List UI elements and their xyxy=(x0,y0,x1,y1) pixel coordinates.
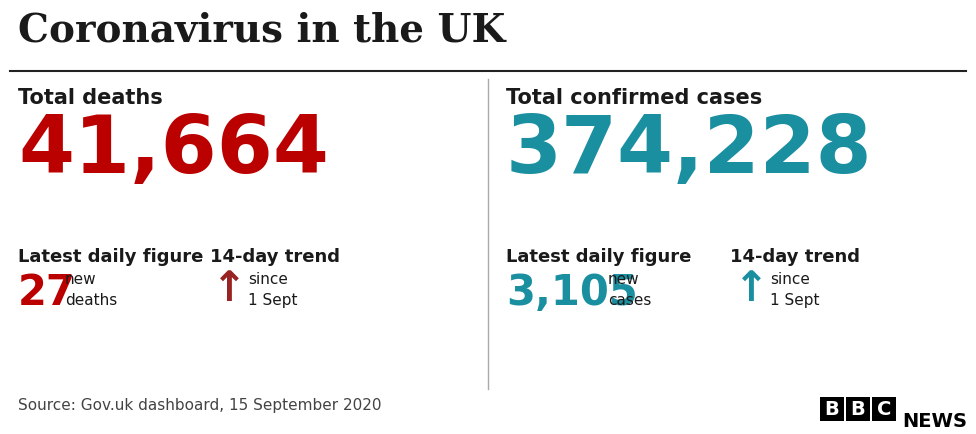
Text: Source: Gov.uk dashboard, 15 September 2020: Source: Gov.uk dashboard, 15 September 2… xyxy=(18,397,382,412)
Text: 14-day trend: 14-day trend xyxy=(210,247,340,265)
Text: 374,228: 374,228 xyxy=(506,112,873,190)
Text: C: C xyxy=(876,400,891,418)
Text: since
1 Sept: since 1 Sept xyxy=(770,271,820,307)
Text: since
1 Sept: since 1 Sept xyxy=(248,271,298,307)
Text: new
cases: new cases xyxy=(608,271,651,307)
Text: NEWS: NEWS xyxy=(902,411,967,431)
Text: Coronavirus in the UK: Coronavirus in the UK xyxy=(18,12,506,50)
Bar xyxy=(820,397,844,421)
Text: 14-day trend: 14-day trend xyxy=(730,247,860,265)
Text: B: B xyxy=(851,400,866,418)
Text: Total confirmed cases: Total confirmed cases xyxy=(506,88,762,108)
Bar xyxy=(872,397,896,421)
Text: Latest daily figure: Latest daily figure xyxy=(18,247,203,265)
Text: ↑: ↑ xyxy=(212,267,247,309)
Text: new
deaths: new deaths xyxy=(65,271,117,307)
Text: 41,664: 41,664 xyxy=(18,112,329,190)
Bar xyxy=(846,397,870,421)
Text: ↑: ↑ xyxy=(734,267,769,309)
Text: Total deaths: Total deaths xyxy=(18,88,163,108)
Text: B: B xyxy=(825,400,839,418)
Text: 3,105: 3,105 xyxy=(506,271,637,313)
Text: Latest daily figure: Latest daily figure xyxy=(506,247,691,265)
Text: 27: 27 xyxy=(18,271,76,313)
